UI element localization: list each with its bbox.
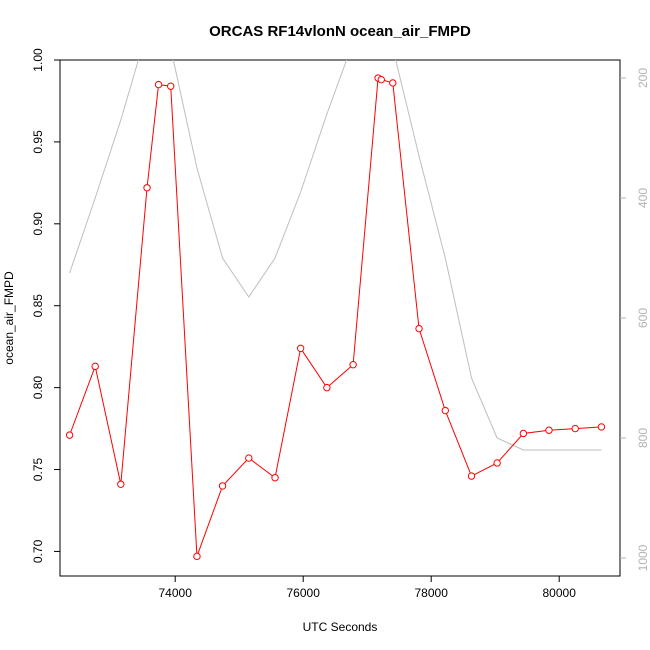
y-tick-label: 0.75 [31,458,45,482]
data-point [545,426,553,434]
plot-area [65,60,606,561]
x-tick-label: 78000 [415,586,449,600]
data-point [117,480,125,488]
data-point [571,424,579,433]
data-point [441,406,449,415]
y-tick-label: 0.95 [31,130,45,154]
x-tick-label: 76000 [287,586,321,600]
y-axis-label: ocean_air_FMPD [2,271,16,365]
right-y-axis: 200 400 600 800 1000 [620,68,650,571]
data-point [91,362,99,371]
data-point [143,184,151,192]
data-point [167,82,175,90]
data-point [323,383,331,392]
primary-series-line [69,77,602,557]
data-point [597,423,606,431]
x-tick-label: 74000 [159,586,193,600]
data-point [493,459,501,467]
data-point [467,472,476,480]
y-tick-label: 0.90 [31,212,45,236]
y-axis: 0.70 0.75 0.80 0.85 0.90 0.95 1.00 [31,48,60,563]
y-tick-label: 0.80 [31,376,45,400]
data-point [271,474,279,482]
y-tick-label: 1.00 [31,48,45,72]
right-y-tick-label: 800 [636,428,650,448]
data-point [296,344,305,353]
data-point [245,454,253,462]
chart-title: ORCAS RF14vlonN ocean_air_FMPD [209,23,471,40]
data-point [218,482,227,490]
x-axis: 74000 76000 78000 80000 [159,576,577,600]
x-axis-label: UTC Seconds [303,620,378,634]
data-point [154,80,163,89]
data-point [193,552,201,561]
secondary-series-line [69,60,602,451]
data-point [519,429,528,438]
y-tick-label: 0.85 [31,294,45,318]
data-point [415,324,423,333]
right-y-tick-label: 400 [636,188,650,208]
y-tick-label: 0.70 [31,539,45,563]
data-point [349,360,357,369]
data-point [65,431,74,439]
right-y-tick-label: 600 [636,308,650,328]
right-y-tick-label: 200 [636,68,650,88]
x-tick-label: 80000 [543,586,577,600]
right-y-tick-label: 1000 [636,544,650,571]
plot-frame [59,59,621,577]
data-point [377,75,385,84]
data-point [389,79,397,87]
